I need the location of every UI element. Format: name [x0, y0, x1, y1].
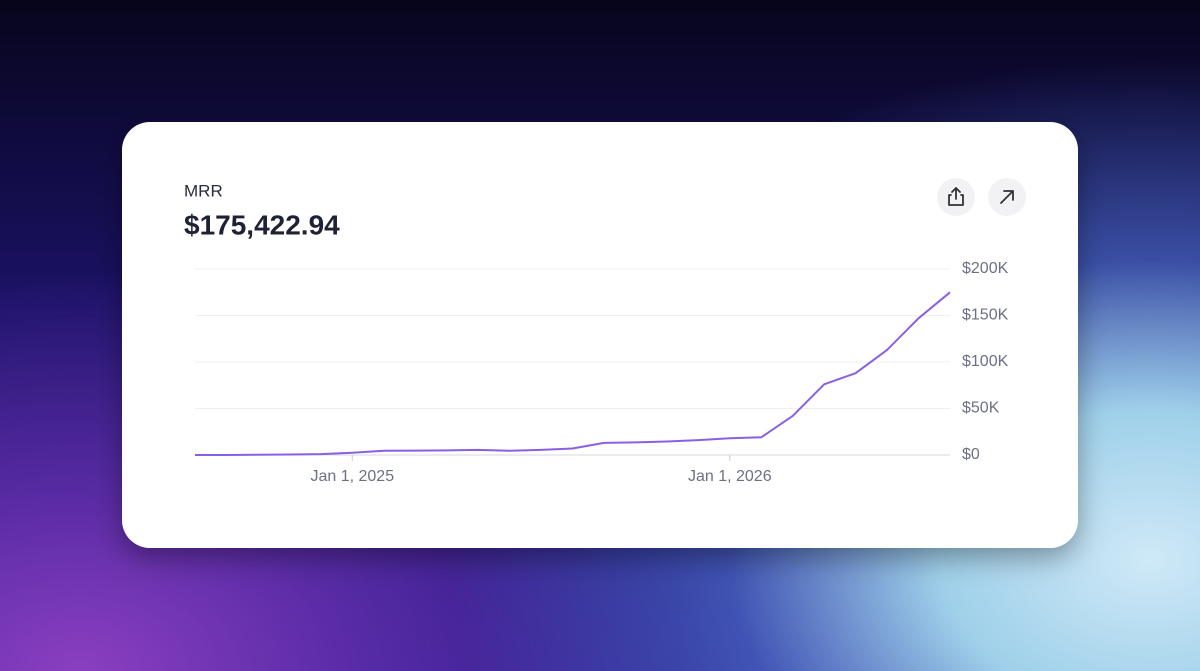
share-icon[interactable]: [948, 187, 964, 206]
chart: $0 $50K $100K $150K $200K Jan 1, 2025 Jan 1, 2…: [195, 260, 1009, 485]
y-tick-label: $0: [962, 446, 980, 463]
open-icon[interactable]: [1000, 190, 1014, 204]
y-tick-label: $50K: [962, 400, 1000, 417]
x-tick-label: Jan 1, 2026: [688, 468, 772, 485]
y-tick-label: $150K: [962, 307, 1009, 324]
metric-title: MRR: [184, 181, 223, 200]
x-tick-label: Jan 1, 2025: [310, 468, 394, 485]
data-line: [195, 291, 951, 456]
share-button[interactable]: [937, 178, 975, 216]
card: [122, 122, 1078, 548]
open-button[interactable]: [988, 178, 1026, 216]
y-tick-label: $200K: [962, 260, 1009, 277]
y-tick-label: $100K: [962, 353, 1009, 370]
metric-value: $175,422.94: [184, 209, 340, 240]
